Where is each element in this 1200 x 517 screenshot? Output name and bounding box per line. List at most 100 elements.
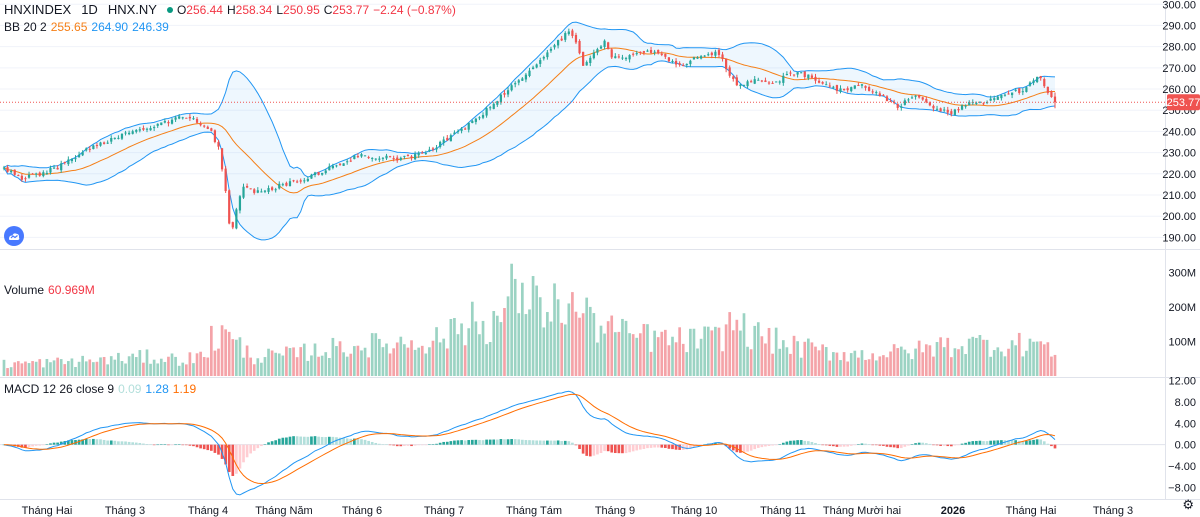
macd-hist-bar (163, 444, 167, 445)
candle-body (35, 173, 38, 175)
candle-body (789, 72, 792, 74)
macd-hist-bar (127, 441, 131, 445)
candle-body (939, 108, 942, 112)
candle-body (199, 123, 202, 126)
volume-bar (349, 353, 353, 376)
volume-bar (928, 345, 932, 376)
candle-body (371, 157, 374, 159)
candle-body (1028, 82, 1032, 86)
volume-bar (1003, 356, 1007, 376)
volume-bar (167, 356, 170, 376)
candle-body (410, 156, 413, 158)
last-price-box (1167, 94, 1200, 111)
symbol-name[interactable]: HNXINDEX (4, 2, 72, 17)
volume-bar (227, 331, 231, 376)
gear-icon[interactable]: ⚙ (1182, 497, 1194, 512)
volume-bar (524, 314, 528, 376)
volume-bar (731, 330, 735, 376)
candle-body (646, 50, 649, 52)
candle-body (846, 88, 849, 91)
candle-body (95, 145, 99, 147)
macd-hist-bar (1042, 441, 1046, 445)
candle-body (853, 85, 856, 89)
macd-hist-bar (442, 441, 446, 445)
candle-body (503, 93, 506, 95)
volume-bar (660, 331, 664, 376)
candle-body (360, 154, 363, 157)
candle-body (585, 62, 588, 66)
interval-label[interactable]: 1D (81, 2, 98, 17)
candle-body (464, 128, 467, 130)
macd-hist-bar (424, 444, 428, 446)
bb-legend[interactable]: BB 20 2 255.65 264.90 246.39 (4, 19, 173, 35)
volume-bar (603, 333, 606, 376)
candle-body (757, 79, 760, 81)
candle-body (435, 147, 438, 150)
volume-bar (199, 351, 202, 376)
macd-hist-bar (924, 443, 928, 445)
candle-body (900, 106, 903, 108)
macd-hist-bar (1028, 440, 1032, 445)
macd-hist-bar (478, 439, 481, 445)
volume-bar (249, 357, 253, 376)
volume-bar (528, 309, 531, 376)
volume-bar (485, 344, 488, 376)
macd-hist-bar (553, 440, 556, 445)
macd-hist-bar (270, 441, 274, 445)
volume-bar (378, 338, 381, 376)
candle-body (27, 174, 31, 178)
candle-body (99, 142, 102, 146)
price-tick-label: 270.00 (1162, 63, 1196, 75)
macd-hist-bar (299, 436, 303, 445)
macd-hist-bar (152, 444, 156, 446)
candle-body (431, 148, 435, 150)
macd-hist-bar (245, 444, 249, 458)
macd-hist-bar (481, 440, 485, 445)
volume-bar (320, 355, 324, 376)
macd-hist-bar (281, 437, 285, 445)
volume-legend[interactable]: Volume 60.969M (4, 282, 99, 298)
volume-bar (664, 329, 667, 376)
macd-label: MACD 12 26 close 9 (4, 382, 115, 396)
macd-hist-bar (967, 441, 971, 445)
macd-hist-bar (413, 444, 417, 446)
volume-bar (184, 364, 188, 376)
volume-bar (20, 363, 24, 376)
low-value: 250.95 (283, 3, 320, 17)
candle-body (993, 98, 996, 100)
volume-bar (771, 353, 774, 376)
candle-body (399, 157, 402, 160)
volume-bar (331, 337, 335, 376)
candle-body (928, 102, 931, 106)
macd-hist-bar (88, 439, 92, 445)
candle-body (446, 137, 449, 141)
tradingview-cloud-icon[interactable] (4, 226, 24, 246)
macd-hist-bar (789, 440, 792, 445)
volume-bar (649, 351, 653, 376)
candle-body (77, 154, 81, 158)
volume-bar (84, 361, 88, 376)
volume-bar (982, 339, 985, 376)
volume-bar (410, 340, 413, 376)
macd-hist-bar (145, 444, 149, 445)
candle-body (102, 142, 106, 144)
macd-hist-bar (70, 440, 74, 445)
macd-hist-bar (488, 439, 492, 445)
volume-bar (596, 342, 599, 376)
macd-hist-bar (435, 443, 438, 445)
macd-hist-bar (209, 444, 213, 451)
macd-hist-bar (799, 440, 803, 445)
candle-body (514, 83, 517, 85)
candle-body (746, 81, 749, 87)
volume-bar (832, 352, 835, 376)
macd-hist-bar (871, 444, 875, 446)
macd-hist-bar (320, 436, 324, 445)
volume-bar (892, 344, 896, 376)
macd-hist-bar (528, 440, 531, 445)
candle-body (210, 128, 213, 131)
volume-bar (370, 333, 374, 376)
macd-hist-bar (971, 441, 975, 445)
time-tick-label: Tháng Năm (255, 505, 312, 517)
macd-legend[interactable]: MACD 12 26 close 9 0.09 1.28 1.19 (4, 381, 200, 397)
